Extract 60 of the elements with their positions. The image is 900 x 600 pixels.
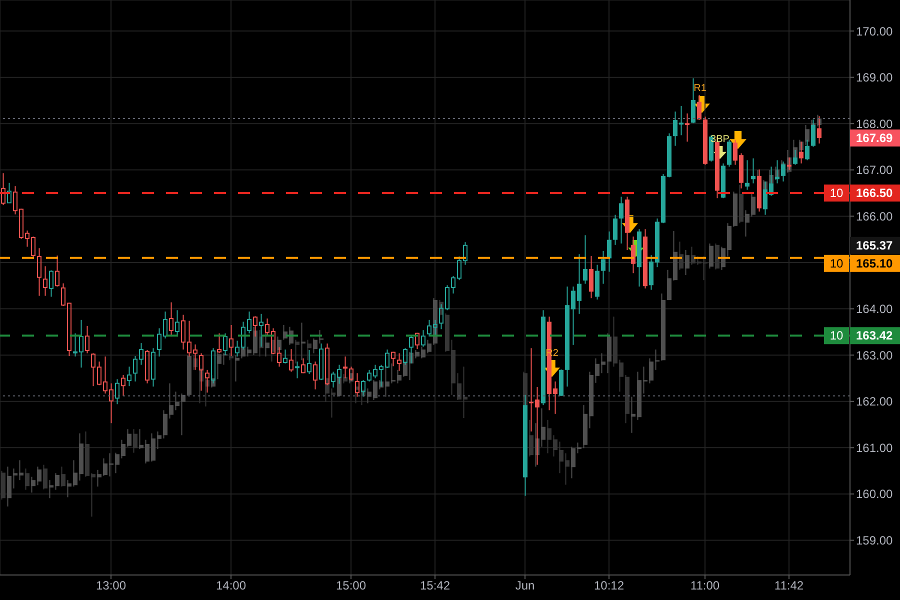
y-tick-label: 162.00: [856, 394, 894, 409]
candlestick: [589, 256, 594, 299]
ref-line-label: 163.42: [856, 328, 894, 343]
y-tick-label: 169.00: [856, 70, 894, 85]
candlestick: [685, 250, 690, 276]
candlestick: [43, 464, 48, 490]
candlestick: [61, 466, 66, 488]
x-tick-label: 14:00: [216, 578, 246, 593]
y-tick-label: 164.00: [856, 302, 894, 316]
candlestick: [313, 338, 318, 354]
y-tick-label: 160.00: [856, 487, 894, 502]
candlestick: [181, 393, 186, 436]
text: 167.69: [856, 131, 894, 145]
candlestick: [751, 158, 756, 184]
y-tick-label: 163.00: [856, 348, 894, 362]
candlestick: [745, 160, 750, 190]
candlestick: [133, 428, 138, 454]
annotation: 10: [830, 328, 844, 343]
x-tick-label: 11:42: [774, 578, 804, 593]
candlestick: [613, 214, 618, 246]
candlestick: [7, 466, 12, 507]
y-tick-label: 161.00: [856, 440, 894, 455]
candlestick: [709, 243, 714, 270]
candlestick: [715, 243, 720, 270]
candlestick: [619, 196, 624, 244]
x-tick-label: 10:12: [594, 578, 624, 593]
candlestick: [607, 230, 612, 272]
candlestick: [151, 348, 156, 388]
y-tick-label: 168.00: [856, 116, 894, 131]
candlestick: [727, 139, 732, 168]
candlestick: [685, 112, 690, 142]
candlestick: [37, 248, 42, 296]
candlestick: [127, 366, 132, 387]
annotation: 10: [830, 186, 844, 200]
x-tick-label: 11:00: [690, 578, 720, 593]
candlestick: [697, 94, 702, 120]
candlestick: [583, 234, 588, 284]
annotation: R1: [694, 83, 707, 94]
text: 165.37: [856, 238, 894, 252]
x-tick-label: 15:42: [420, 578, 450, 593]
y-tick-label: 159.00: [856, 534, 894, 548]
candlestick: [655, 349, 660, 370]
annotation: 10: [830, 256, 844, 270]
ref-line-label: 165.10: [856, 256, 894, 270]
candlestick: [25, 468, 30, 490]
candlestick: [43, 266, 48, 296]
candlestick: [115, 378, 120, 405]
x-tick-label: 15:00: [336, 578, 366, 593]
candlestick: [691, 78, 696, 124]
y-tick-label: 166.00: [856, 209, 894, 224]
ref-line-label: 166.50: [856, 186, 894, 200]
candlestick: [679, 241, 684, 270]
candlestick: [313, 361, 318, 390]
y-tick-label: 170.00: [856, 24, 894, 38]
x-tick-label: Jun: [515, 578, 535, 593]
candlestick: [601, 250, 606, 284]
candlestick: [235, 354, 240, 382]
candlestick: [631, 236, 636, 274]
y-tick-label: 167.00: [856, 163, 894, 178]
x-tick-label: 13:00: [96, 578, 126, 593]
